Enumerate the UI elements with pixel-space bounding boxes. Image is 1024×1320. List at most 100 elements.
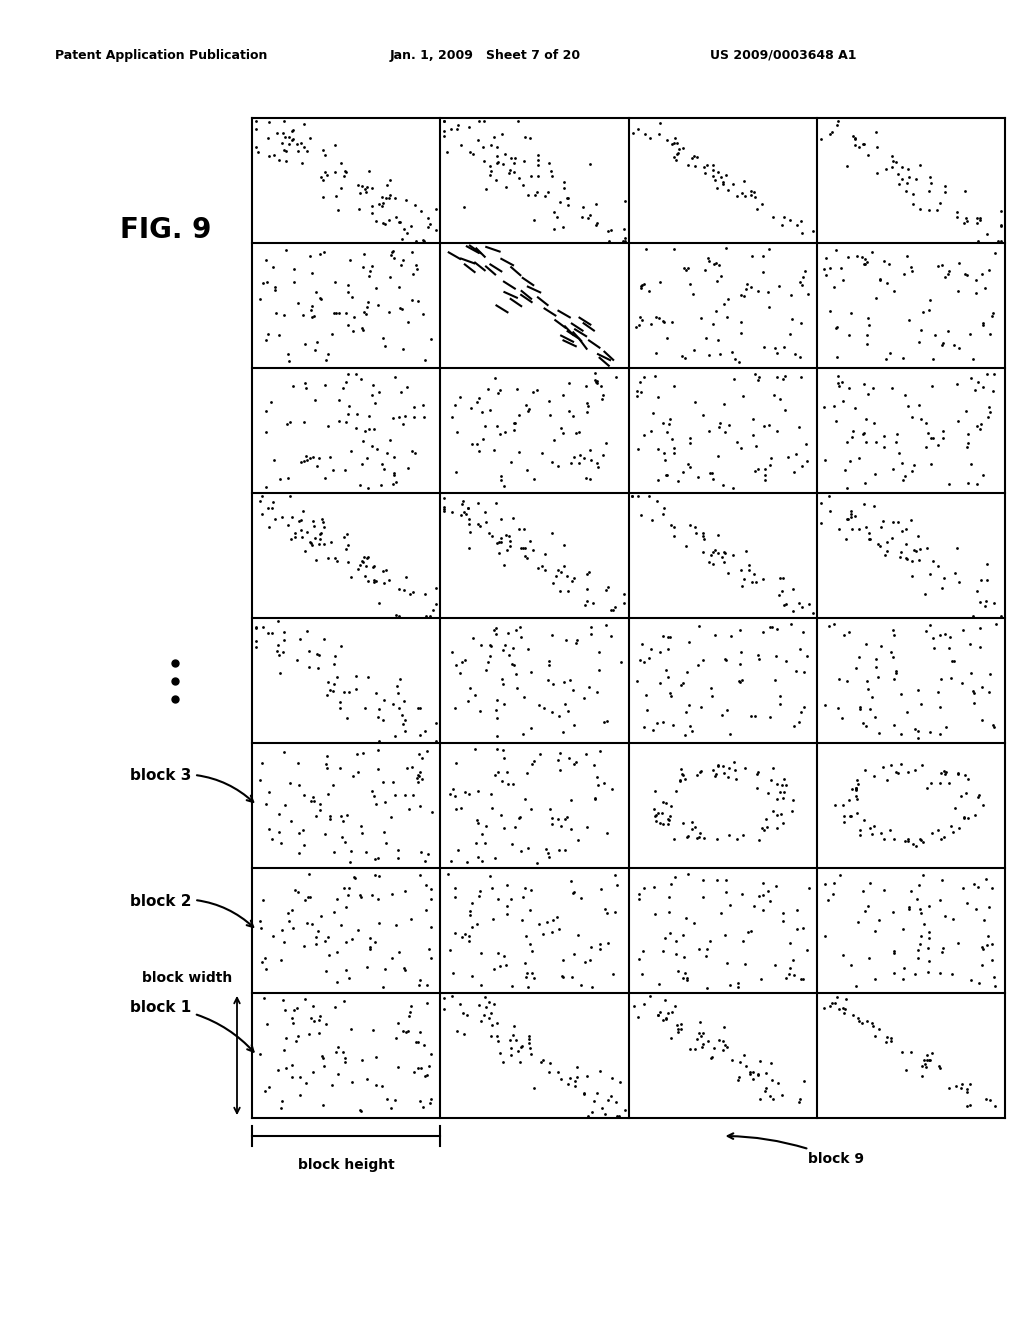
Point	[551, 840, 567, 861]
Point	[428, 713, 444, 734]
Point	[912, 933, 929, 954]
Point	[505, 638, 521, 659]
Point	[934, 578, 950, 599]
Point	[675, 462, 691, 483]
Point	[265, 925, 282, 946]
Point	[707, 540, 723, 561]
Point	[564, 405, 581, 426]
Point	[544, 807, 560, 828]
Point	[329, 888, 345, 909]
Point	[659, 626, 676, 647]
Point	[739, 921, 756, 942]
Point	[675, 924, 691, 945]
Point	[505, 774, 521, 795]
Point	[746, 363, 763, 384]
Point	[329, 550, 345, 572]
Point	[362, 928, 379, 949]
Point	[751, 886, 767, 907]
Point	[893, 684, 909, 705]
Point	[525, 469, 542, 490]
Point	[694, 523, 711, 544]
Point	[750, 763, 766, 784]
Point	[958, 400, 975, 421]
Point	[710, 330, 726, 351]
Point	[284, 1055, 300, 1076]
Point	[311, 645, 328, 667]
Point	[779, 446, 796, 467]
Point	[417, 721, 433, 742]
Point	[712, 1030, 728, 1051]
Point	[844, 777, 860, 799]
Point	[670, 961, 686, 982]
Point	[993, 230, 1010, 251]
Point	[683, 818, 699, 840]
Point	[827, 318, 844, 339]
Point	[482, 866, 499, 887]
Point	[324, 323, 340, 345]
Point	[410, 1032, 426, 1053]
Point	[343, 840, 359, 861]
Point	[329, 941, 345, 962]
Point	[407, 442, 423, 463]
Point	[436, 499, 453, 520]
Point	[706, 760, 722, 781]
Point	[560, 748, 577, 770]
Point	[770, 1072, 786, 1093]
Point	[488, 153, 505, 174]
Point	[504, 653, 520, 675]
Point	[416, 407, 432, 428]
Point	[290, 882, 306, 903]
Point	[538, 543, 554, 564]
Point	[719, 306, 735, 327]
Point	[335, 378, 351, 399]
Point	[969, 207, 985, 228]
Point	[312, 243, 329, 264]
Point	[730, 975, 746, 997]
Point	[344, 286, 360, 308]
Point	[865, 766, 882, 787]
Point	[945, 651, 962, 672]
Point	[518, 395, 535, 416]
Point	[958, 783, 975, 804]
Point	[752, 829, 768, 850]
Point	[774, 774, 791, 795]
Point	[368, 277, 384, 298]
Point	[775, 568, 792, 589]
Point	[715, 1040, 731, 1061]
Point	[827, 993, 844, 1014]
Point	[631, 948, 647, 969]
Point	[955, 878, 972, 899]
Point	[915, 1049, 932, 1071]
Point	[542, 799, 558, 820]
Point	[467, 738, 483, 759]
Point	[409, 1032, 425, 1053]
Point	[880, 272, 896, 293]
Point	[475, 1005, 492, 1026]
Point	[272, 949, 289, 970]
Point	[403, 756, 420, 777]
Point	[978, 869, 994, 890]
Point	[666, 239, 682, 260]
Point	[750, 1064, 766, 1085]
Point	[980, 407, 996, 428]
Point	[918, 1053, 934, 1074]
Point	[677, 768, 693, 789]
Point	[793, 367, 809, 388]
Point	[555, 422, 571, 444]
Point	[265, 491, 282, 512]
Point	[958, 1078, 975, 1100]
Point	[537, 697, 553, 718]
Point	[934, 870, 950, 891]
Point	[860, 314, 877, 335]
Point	[550, 1061, 566, 1082]
Point	[830, 999, 847, 1020]
Point	[255, 987, 271, 1008]
Point	[555, 172, 571, 193]
Point	[694, 887, 711, 908]
Point	[687, 817, 703, 838]
Point	[447, 655, 464, 676]
Point	[782, 209, 799, 230]
Point	[589, 767, 605, 788]
Point	[280, 343, 296, 364]
Point	[616, 190, 633, 211]
